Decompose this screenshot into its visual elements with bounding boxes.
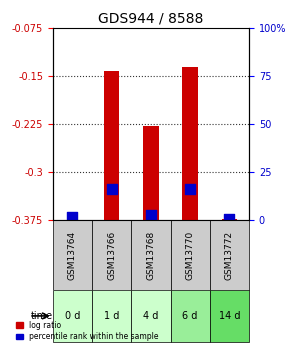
FancyBboxPatch shape	[92, 290, 131, 342]
Point	[188, 186, 193, 192]
Text: 4 d: 4 d	[143, 311, 159, 321]
Bar	[222, 219, 237, 220]
Text: time: time	[30, 311, 53, 321]
Legend: log ratio, percentile rank within the sample: log ratio, percentile rank within the sa…	[16, 321, 159, 341]
FancyBboxPatch shape	[92, 220, 131, 290]
FancyBboxPatch shape	[53, 220, 92, 290]
FancyBboxPatch shape	[210, 220, 249, 290]
Text: GSM13770: GSM13770	[186, 230, 195, 280]
FancyBboxPatch shape	[131, 220, 171, 290]
Point	[109, 186, 114, 192]
Bar	[143, 126, 159, 220]
FancyBboxPatch shape	[171, 220, 210, 290]
Text: GSM13768: GSM13768	[146, 230, 155, 280]
Text: GSM13772: GSM13772	[225, 230, 234, 279]
FancyBboxPatch shape	[131, 290, 171, 342]
Point	[227, 216, 232, 221]
FancyBboxPatch shape	[53, 290, 92, 342]
FancyBboxPatch shape	[171, 290, 210, 342]
Point	[70, 214, 75, 220]
Bar	[182, 67, 198, 220]
Point	[149, 212, 153, 218]
Text: GSM13764: GSM13764	[68, 230, 77, 279]
Text: 0 d: 0 d	[65, 311, 80, 321]
Text: 14 d: 14 d	[219, 311, 240, 321]
Text: 1 d: 1 d	[104, 311, 119, 321]
FancyBboxPatch shape	[210, 290, 249, 342]
Text: 6 d: 6 d	[183, 311, 198, 321]
Bar	[104, 71, 120, 220]
Title: GDS944 / 8588: GDS944 / 8588	[98, 11, 204, 25]
Text: GSM13766: GSM13766	[107, 230, 116, 280]
